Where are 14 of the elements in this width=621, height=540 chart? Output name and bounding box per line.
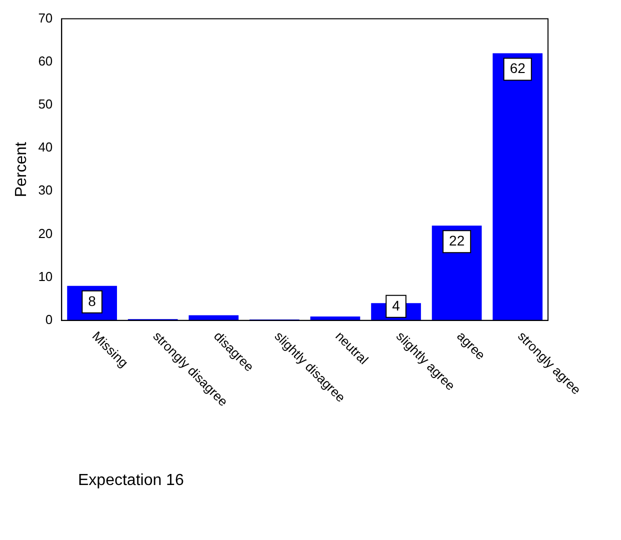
y-tick-label: 40 xyxy=(38,140,53,155)
data-label: 22 xyxy=(449,232,465,248)
text: Expectation 16 xyxy=(78,472,185,490)
data-label: 4 xyxy=(392,297,400,314)
y-tick-label: 70 xyxy=(38,10,53,26)
y-tick-label: 50 xyxy=(38,96,53,112)
data-label: 62 xyxy=(510,60,526,76)
y-tick-label: 60 xyxy=(38,53,53,68)
y-tick-label: 0 xyxy=(45,312,53,327)
y-tick-label: 30 xyxy=(38,182,53,198)
y-tick-label: 20 xyxy=(38,226,53,241)
y-tick-label: 10 xyxy=(38,268,53,284)
data-label: 8 xyxy=(88,292,96,309)
y-axis-title: Percent xyxy=(13,141,30,198)
